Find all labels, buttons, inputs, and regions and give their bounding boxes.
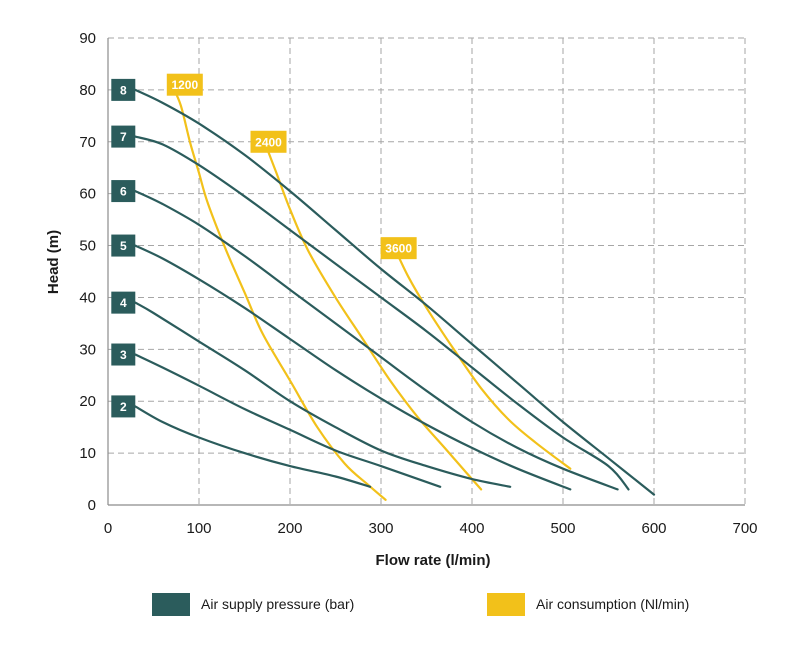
consumption-badge-2400: 2400 — [250, 130, 287, 153]
pressure-line-7 — [134, 135, 630, 491]
consumption-line-3600 — [393, 247, 572, 470]
pressure-badge-4: 4 — [111, 291, 136, 314]
y-tick-label: 0 — [88, 497, 96, 514]
pressure-line-8 — [134, 88, 656, 496]
pressure-line-5 — [134, 244, 572, 491]
x-tick-label: 600 — [641, 520, 666, 537]
pressure-line-3 — [134, 353, 442, 488]
legend-swatch-consumption — [487, 593, 525, 616]
x-tick-label: 200 — [277, 520, 302, 537]
pressure-badge-label: 6 — [120, 185, 127, 199]
pressure-badge-label: 2 — [120, 400, 127, 414]
pressure-badge-box — [111, 125, 136, 148]
pressure-badge-box — [111, 343, 136, 366]
pressure-badge-7: 7 — [111, 125, 136, 148]
x-axis-title: Flow rate (l/min) — [375, 552, 490, 569]
pressure-badge-2: 2 — [111, 395, 136, 418]
legend: Air supply pressure (bar) Air consumptio… — [152, 593, 689, 616]
y-tick-label: 10 — [79, 445, 96, 462]
y-tick-label: 40 — [79, 289, 96, 306]
consumption-badge-box — [380, 237, 417, 260]
consumption-badge-box — [166, 73, 203, 96]
consumption-badge-1200: 1200 — [166, 73, 203, 96]
x-tick-label: 500 — [550, 520, 575, 537]
pressure-badge-box — [111, 180, 136, 203]
consumption-line-1200 — [170, 83, 387, 501]
consumption-badge-3600: 3600 — [380, 237, 417, 260]
x-tick-label: 0 — [104, 520, 112, 537]
legend-label-pressure: Air supply pressure (bar) — [201, 596, 354, 612]
legend-label-consumption: Air consumption (Nl/min) — [536, 596, 689, 612]
y-tick-label: 30 — [79, 341, 96, 358]
tick-labels: 0 10 20 30 40 50 60 70 80 90 0 100 200 300 400 500 600 70… — [79, 30, 757, 537]
pressure-badge-label: 8 — [120, 83, 127, 97]
pressure-badge-8: 8 — [111, 78, 136, 101]
x-tick-label: 700 — [732, 520, 757, 537]
x-tick-label: 300 — [368, 520, 393, 537]
y-axis-title: Head (m) — [45, 230, 62, 294]
pressure-badge-3: 3 — [111, 343, 136, 366]
pressure-badge-label: 7 — [120, 130, 127, 144]
pressure-badge-label: 5 — [120, 239, 127, 253]
y-tick-label: 60 — [79, 186, 96, 203]
pressure-badge-label: 3 — [120, 348, 127, 362]
pressure-badge-label: 4 — [120, 296, 127, 310]
y-tick-label: 50 — [79, 238, 96, 255]
consumption-badge-label: 3600 — [385, 242, 412, 256]
x-tick-label: 400 — [459, 520, 484, 537]
grid-lines — [108, 37, 746, 505]
consumption-badge-box — [250, 130, 287, 153]
pressure-badge-5: 5 — [111, 234, 136, 257]
y-tick-label: 70 — [79, 134, 96, 151]
series-lines — [134, 83, 656, 501]
consumption-badge-label: 2400 — [255, 135, 282, 149]
series-badges: 8 7 6 5 4 3 2 1200 2400 3600 — [111, 73, 417, 418]
pressure-line-2 — [134, 405, 372, 488]
pressure-badge-box — [111, 78, 136, 101]
pressure-line-6 — [134, 190, 619, 491]
y-tick-label: 20 — [79, 393, 96, 410]
consumption-badge-label: 1200 — [171, 78, 198, 92]
pressure-badge-box — [111, 234, 136, 257]
consumption-line-2400 — [263, 140, 483, 491]
pressure-badge-6: 6 — [111, 180, 136, 203]
y-tick-label: 90 — [79, 30, 96, 47]
pressure-badge-box — [111, 291, 136, 314]
pressure-badge-box — [111, 395, 136, 418]
y-tick-label: 80 — [79, 82, 96, 99]
axes — [107, 38, 745, 506]
pressure-line-4 — [134, 301, 512, 488]
x-tick-label: 100 — [186, 520, 211, 537]
legend-swatch-pressure — [152, 593, 190, 616]
